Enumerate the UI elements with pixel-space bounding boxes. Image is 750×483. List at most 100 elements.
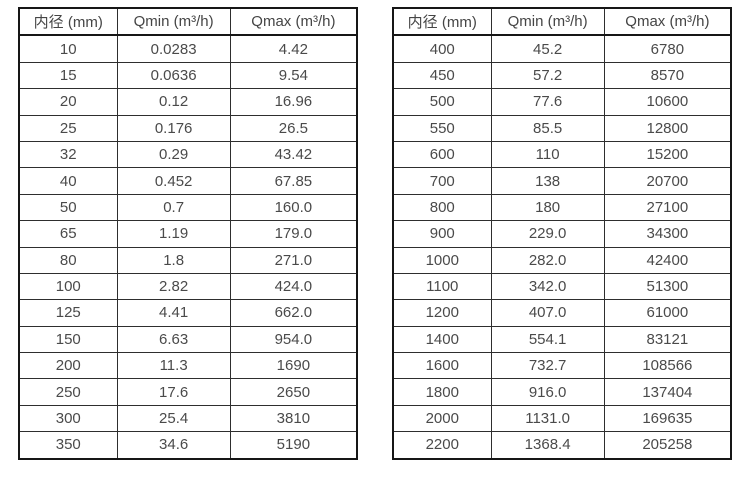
cell-qmax: 43.42	[229, 140, 358, 169]
column-header-qmax: Qmax (m³/h)	[603, 7, 732, 37]
cell-inner-diameter: 450	[392, 61, 492, 90]
cell-qmin: 110	[490, 140, 605, 169]
cell-qmax: 954.0	[229, 325, 358, 354]
cell-qmin: 57.2	[490, 61, 605, 90]
cell-qmin: 0.7	[116, 193, 231, 222]
cell-inner-diameter: 125	[18, 299, 118, 327]
table-row: 2000 1131.0 169635	[392, 404, 732, 433]
cell-qmax: 9.54	[229, 61, 358, 90]
cell-qmax: 8570	[603, 61, 732, 90]
table-row: 350 34.6 5190	[18, 431, 358, 460]
cell-qmax: 108566	[603, 352, 732, 380]
cell-qmax: 6780	[603, 34, 732, 63]
cell-qmin: 0.12	[116, 88, 231, 116]
cell-qmin: 6.63	[116, 325, 231, 354]
cell-qmin: 77.6	[490, 88, 605, 116]
table-row: 1600 732.7 108566	[392, 352, 732, 380]
cell-qmax: 51300	[603, 272, 732, 301]
cell-qmin: 916.0	[490, 378, 605, 406]
cell-inner-diameter: 2000	[392, 404, 492, 433]
header-row: 内径 (mm) Qmin (m³/h) Qmax (m³/h)	[18, 7, 358, 37]
cell-inner-diameter: 65	[18, 220, 118, 248]
table-row: 10 0.0283 4.42	[18, 34, 358, 63]
cell-inner-diameter: 15	[18, 61, 118, 90]
cell-qmin: 85.5	[490, 114, 605, 142]
cell-qmin: 45.2	[490, 34, 605, 63]
column-header-qmin: Qmin (m³/h)	[490, 7, 605, 37]
cell-qmin: 0.0283	[116, 34, 231, 63]
cell-qmax: 5190	[229, 431, 358, 460]
table-row: 100 2.82 424.0	[18, 272, 358, 301]
cell-qmin: 4.41	[116, 299, 231, 327]
cell-inner-diameter: 1200	[392, 299, 492, 327]
cell-qmax: 10600	[603, 88, 732, 116]
table-row: 50 0.7 160.0	[18, 193, 358, 222]
cell-qmax: 169635	[603, 404, 732, 433]
table-row: 300 25.4 3810	[18, 404, 358, 433]
table-body: 400 45.2 6780 450 57.2 8570 500 77.6 10600 550 85.…	[392, 34, 732, 460]
table-row: 700 138 20700	[392, 167, 732, 195]
table-row: 150 6.63 954.0	[18, 325, 358, 354]
cell-qmin: 229.0	[490, 220, 605, 248]
cell-inner-diameter: 2200	[392, 431, 492, 460]
table-row: 65 1.19 179.0	[18, 220, 358, 248]
table-row: 40 0.452 67.85	[18, 167, 358, 195]
cell-inner-diameter: 400	[392, 34, 492, 63]
cell-qmax: 12800	[603, 114, 732, 142]
table-row: 500 77.6 10600	[392, 88, 732, 116]
cell-inner-diameter: 200	[18, 352, 118, 380]
cell-qmin: 25.4	[116, 404, 231, 433]
cell-qmax: 26.5	[229, 114, 358, 142]
cell-inner-diameter: 800	[392, 193, 492, 222]
column-header-qmax: Qmax (m³/h)	[229, 7, 358, 37]
table-row: 200 11.3 1690	[18, 352, 358, 380]
table-row: 20 0.12 16.96	[18, 88, 358, 116]
table-row: 400 45.2 6780	[392, 34, 732, 63]
cell-inner-diameter: 150	[18, 325, 118, 354]
cell-inner-diameter: 900	[392, 220, 492, 248]
table-row: 125 4.41 662.0	[18, 299, 358, 327]
cell-qmax: 179.0	[229, 220, 358, 248]
cell-inner-diameter: 300	[18, 404, 118, 433]
cell-qmax: 2650	[229, 378, 358, 406]
cell-qmax: 3810	[229, 404, 358, 433]
cell-inner-diameter: 10	[18, 34, 118, 63]
cell-inner-diameter: 32	[18, 140, 118, 169]
column-header-inner-diameter: 内径 (mm)	[18, 7, 118, 37]
cell-qmax: 160.0	[229, 193, 358, 222]
table-row: 1400 554.1 83121	[392, 325, 732, 354]
cell-qmax: 34300	[603, 220, 732, 248]
cell-inner-diameter: 500	[392, 88, 492, 116]
cell-inner-diameter: 700	[392, 167, 492, 195]
cell-qmax: 15200	[603, 140, 732, 169]
table-row: 1100 342.0 51300	[392, 272, 732, 301]
cell-inner-diameter: 600	[392, 140, 492, 169]
cell-inner-diameter: 550	[392, 114, 492, 142]
column-header-inner-diameter: 内径 (mm)	[392, 7, 492, 37]
cell-inner-diameter: 25	[18, 114, 118, 142]
cell-qmin: 282.0	[490, 246, 605, 274]
cell-qmin: 0.29	[116, 140, 231, 169]
table-row: 250 17.6 2650	[18, 378, 358, 406]
cell-qmax: 205258	[603, 431, 732, 460]
table-row: 900 229.0 34300	[392, 220, 732, 248]
table-row: 25 0.176 26.5	[18, 114, 358, 142]
cell-inner-diameter: 50	[18, 193, 118, 222]
cell-qmin: 180	[490, 193, 605, 222]
cell-qmax: 1690	[229, 352, 358, 380]
table-body: 10 0.0283 4.42 15 0.0636 9.54 20 0.12 16.96 25 0.1…	[18, 34, 358, 460]
cell-qmax: 271.0	[229, 246, 358, 274]
cell-qmin: 34.6	[116, 431, 231, 460]
cell-qmax: 61000	[603, 299, 732, 327]
cell-inner-diameter: 1800	[392, 378, 492, 406]
cell-qmax: 42400	[603, 246, 732, 274]
cell-qmin: 2.82	[116, 272, 231, 301]
cell-inner-diameter: 100	[18, 272, 118, 301]
cell-inner-diameter: 40	[18, 167, 118, 195]
cell-qmax: 137404	[603, 378, 732, 406]
cell-qmin: 0.0636	[116, 61, 231, 90]
cell-qmin: 138	[490, 167, 605, 195]
cell-inner-diameter: 1100	[392, 272, 492, 301]
table-row: 450 57.2 8570	[392, 61, 732, 90]
